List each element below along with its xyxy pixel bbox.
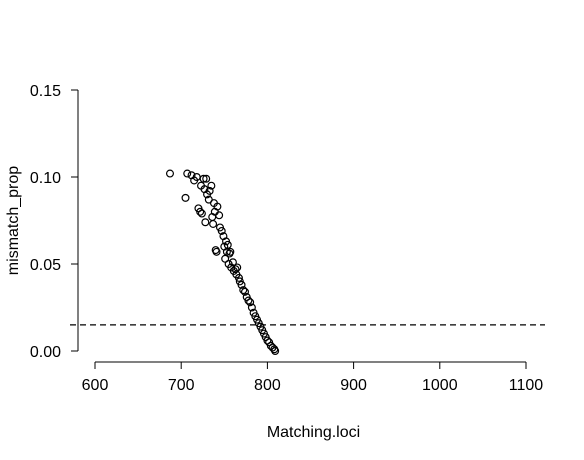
x-tick-label: 800 — [254, 377, 281, 394]
data-point — [165, 169, 174, 178]
data-point — [197, 209, 206, 218]
data-point — [246, 298, 255, 307]
y-tick-label: 0.15 — [30, 83, 61, 100]
x-tick-label: 700 — [168, 377, 195, 394]
data-point — [212, 247, 221, 256]
data-points — [165, 169, 280, 356]
x-tick-label: 900 — [340, 377, 367, 394]
y-tick-label: 0.10 — [30, 170, 61, 187]
data-point — [181, 193, 190, 202]
x-tick-label: 600 — [82, 377, 109, 394]
data-point — [205, 186, 214, 195]
y-axis-ticks: 0.00 0.05 0.10 0.15 — [30, 83, 78, 361]
data-point — [244, 296, 253, 305]
data-point — [217, 226, 226, 235]
data-point — [196, 207, 205, 216]
y-axis-title: mismatch_prop — [5, 166, 22, 275]
data-point — [247, 303, 256, 312]
axes: 600 700 800 900 1000 1100 0.00 0.05 0.10 0.15 — [30, 83, 543, 394]
data-point — [207, 181, 216, 190]
data-point — [271, 347, 280, 356]
data-point — [209, 219, 218, 228]
y-tick-label: 0.05 — [30, 257, 61, 274]
data-point — [231, 265, 240, 274]
y-tick-label: 0.00 — [30, 344, 61, 361]
x-tick-label: 1100 — [509, 377, 544, 394]
data-point — [215, 211, 224, 220]
data-point — [233, 263, 242, 272]
data-point — [239, 286, 248, 295]
data-point — [228, 258, 237, 267]
data-point — [240, 287, 249, 296]
data-point — [213, 202, 222, 211]
x-axis-title: Matching.loci — [267, 424, 360, 441]
data-point — [202, 174, 211, 183]
x-tick-label: 1000 — [422, 377, 458, 394]
data-point — [223, 240, 232, 249]
data-point — [226, 247, 235, 256]
data-point — [201, 218, 210, 227]
data-point — [234, 273, 243, 282]
data-point — [183, 169, 192, 178]
x-axis-ticks: 600 700 800 900 1000 1100 — [82, 362, 544, 394]
data-point — [237, 280, 246, 289]
data-point — [199, 174, 208, 183]
